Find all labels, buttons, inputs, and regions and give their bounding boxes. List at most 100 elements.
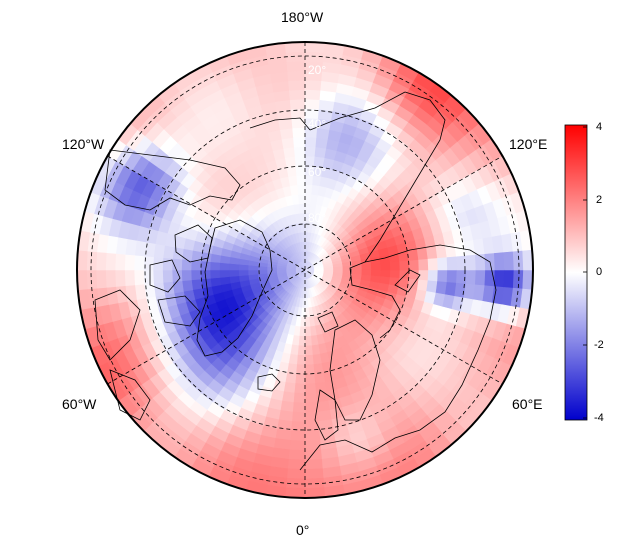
colorbar-tick-neg2: -2 [594, 339, 604, 351]
colorbar-tick-marks [583, 126, 587, 419]
anomaly-field [77, 42, 533, 498]
field-cell [315, 137, 329, 149]
field-cell [427, 269, 439, 282]
lon-label-0: 0° [296, 522, 310, 538]
lat-label-40: 40° [308, 117, 326, 131]
field-cell [437, 257, 448, 271]
field-cell [304, 79, 322, 91]
field-cell [304, 184, 313, 195]
field-cell [416, 279, 429, 292]
field-cell [399, 269, 410, 280]
field-cell [181, 279, 194, 292]
field-cell [304, 383, 317, 394]
field-cell [284, 156, 297, 168]
field-cell [304, 402, 318, 413]
field-cell [286, 60, 306, 72]
field-cell [304, 364, 315, 375]
field-cell [299, 212, 306, 224]
field-cell [209, 261, 221, 271]
field-cell [493, 252, 505, 271]
field-cell [301, 231, 306, 242]
field-cell [304, 373, 316, 385]
field-cell [304, 298, 309, 309]
field-cell [304, 335, 312, 347]
field-cell [95, 269, 107, 289]
field-cell [407, 249, 419, 262]
lat-label-20: 20° [308, 63, 326, 77]
field-cell [152, 269, 164, 284]
field-cell [312, 353, 322, 365]
field-cell [172, 280, 184, 294]
field-cell [286, 468, 306, 480]
field-cell [293, 146, 306, 157]
field-cell [311, 344, 321, 356]
field-cell [238, 269, 249, 277]
field-cell [283, 146, 296, 159]
field-cell [247, 269, 259, 276]
field-cell [399, 260, 410, 271]
field-cell [315, 391, 329, 403]
field-cell [512, 250, 524, 271]
field-cell [304, 316, 311, 328]
lon-label-60w: 60°W [62, 396, 97, 412]
field-cell [124, 253, 136, 271]
field-cell [190, 269, 202, 281]
field-cell [380, 269, 391, 278]
field-cell [283, 381, 296, 394]
field-cell [228, 263, 240, 271]
field-cell [114, 269, 126, 287]
colorbar-tick-4: 4 [596, 121, 603, 133]
lon-label-120e: 120°E [509, 136, 548, 152]
field-cell [389, 261, 401, 271]
field-cell [181, 248, 194, 261]
field-cell [288, 175, 298, 187]
field-cell [287, 70, 306, 82]
field-cell [210, 277, 222, 287]
field-cell [105, 269, 117, 288]
field-cell [304, 421, 320, 432]
field-cell [281, 391, 295, 403]
field-cell [437, 269, 448, 283]
field-cell [426, 280, 438, 294]
field-cell [105, 252, 117, 271]
field-cell [291, 411, 306, 423]
field-cell [304, 326, 312, 337]
field-cell [219, 269, 230, 278]
field-cell [304, 468, 324, 480]
colorbar [564, 124, 588, 421]
field-cell [289, 184, 299, 196]
field-cell [304, 136, 317, 148]
colorbar-tick-0: 0 [596, 266, 603, 278]
field-cell [503, 269, 515, 289]
field-cell [296, 174, 306, 186]
field-cell [297, 345, 306, 356]
field-cell [304, 477, 325, 489]
field-cell [293, 383, 306, 394]
field-cell [389, 269, 401, 279]
field-cell [465, 269, 477, 286]
field-cell [427, 258, 439, 271]
field-cell [298, 193, 306, 205]
field-cell [304, 193, 312, 205]
graticule [90, 42, 520, 498]
colorbar-tick-neg4: -4 [594, 412, 604, 424]
field-cell [370, 269, 382, 277]
lat-label-60: 60° [308, 165, 326, 179]
field-cell [292, 127, 306, 138]
field-cell [522, 249, 533, 271]
field-cell [124, 269, 136, 287]
field-cell [209, 269, 221, 279]
field-cell [351, 264, 363, 271]
field-cell [133, 254, 145, 271]
field-cell [288, 79, 306, 91]
field-cell [293, 136, 306, 148]
field-cell [288, 439, 306, 451]
field-cell [304, 439, 322, 451]
field-cell [304, 89, 322, 101]
field-cell [304, 449, 322, 461]
field-cell [297, 184, 306, 195]
field-cell [380, 262, 391, 271]
field-cell [446, 256, 458, 271]
field-cell [288, 89, 306, 101]
